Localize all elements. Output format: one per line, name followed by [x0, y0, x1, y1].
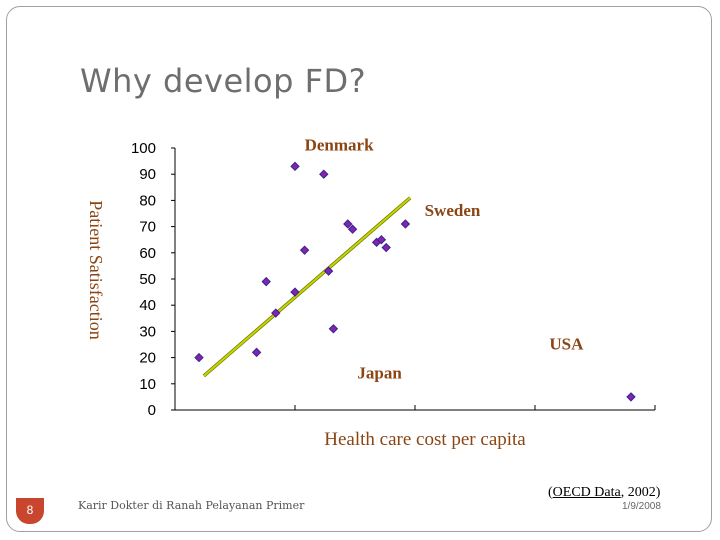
data-point: [319, 169, 329, 179]
y-tick-label: 40: [139, 297, 156, 314]
y-tick-label: 60: [139, 245, 156, 262]
data-point: [299, 245, 310, 255]
source-year: , 2002: [620, 485, 656, 500]
data-point: [343, 219, 353, 229]
data-point: [328, 324, 339, 334]
source-link[interactable]: OECD Data: [552, 485, 621, 500]
y-tick-label: 10: [139, 376, 156, 393]
y-tick-label: 50: [139, 271, 156, 288]
y-tick-label: 70: [139, 219, 156, 236]
slide-frame: [6, 6, 712, 532]
slide-title: Why develop FD?: [80, 62, 367, 100]
data-point: [194, 352, 204, 363]
trend-line: [203, 197, 411, 377]
slide-date: 1/9/2008: [622, 501, 661, 512]
country-label: Sweden: [425, 201, 481, 220]
data-point: [376, 234, 387, 245]
country-label: Denmark: [305, 136, 374, 155]
country-label: USA: [549, 335, 584, 354]
data-point: [290, 161, 300, 172]
data-point: [290, 287, 300, 297]
y-tick-label: 90: [139, 166, 156, 183]
data-point: [400, 219, 411, 229]
y-tick-label: 30: [139, 323, 156, 340]
y-tick-label: 0: [148, 402, 156, 419]
footer-text: Karir Dokter di Ranah Pelayanan Primer: [78, 499, 305, 512]
y-tick-label: 20: [139, 350, 156, 367]
source-citation: (OECD Data, 2002): [548, 485, 661, 500]
data-point: [626, 392, 636, 402]
x-axis-label: Health care cost per capita: [324, 429, 526, 450]
data-point: [347, 224, 358, 234]
data-point: [271, 308, 281, 318]
y-tick-label: 80: [139, 192, 156, 209]
data-point: [261, 276, 271, 287]
y-tick-label: 100: [131, 140, 156, 157]
data-point: [381, 242, 391, 253]
data-point: [251, 347, 262, 358]
data-point: [323, 266, 334, 276]
country-label: Japan: [357, 364, 402, 383]
slide-number: 8: [16, 498, 44, 524]
y-axis-label: Patient Satisfaction: [86, 200, 106, 339]
